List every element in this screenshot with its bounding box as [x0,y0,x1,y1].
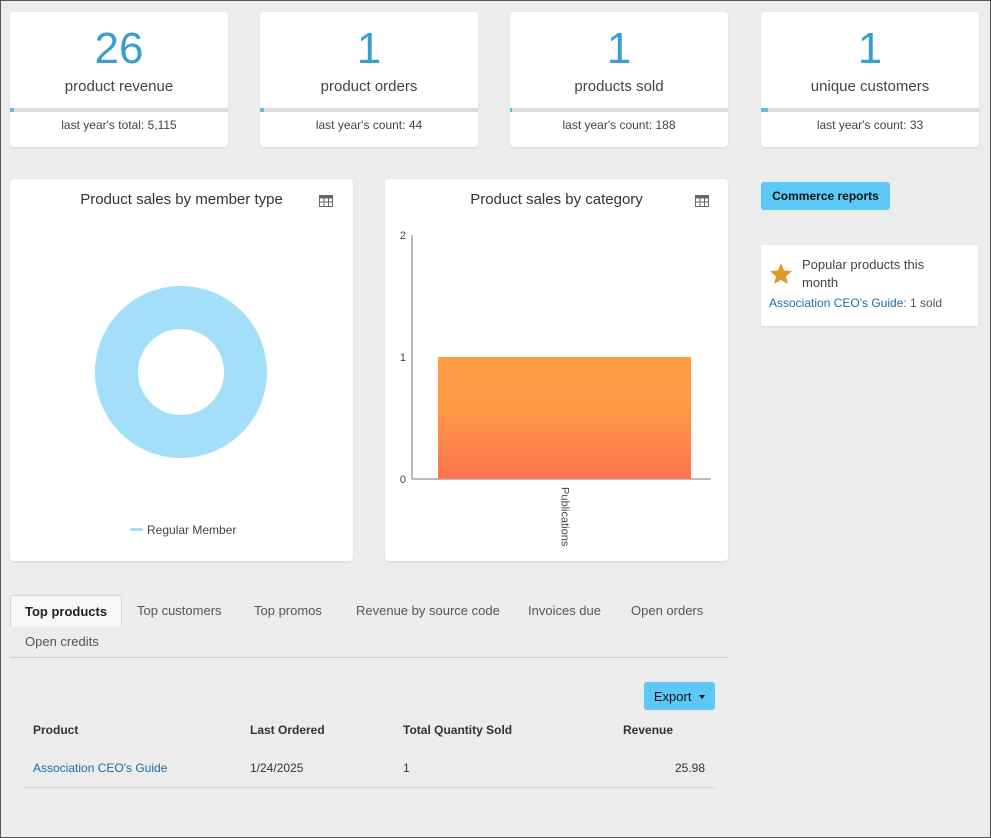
y-tick-label: 0 [400,474,406,486]
popular-product-link[interactable]: Association CEO's Guide [769,296,904,310]
stat-subtext: last year's count: 44 [315,118,423,132]
tab-top-products[interactable]: Top products [10,595,123,627]
stat-label: product orders [320,78,418,95]
column-header-total-quantity-sold[interactable]: Total Quantity Sold [403,723,513,737]
stat-card-product-orders: 1 product orders last year's count: 44 [260,12,478,147]
category-chart-card: Product sales by category 0 1 2 Publication… [385,179,728,561]
tab-open-orders[interactable]: Open orders [631,603,704,618]
stat-progress-bar [260,108,478,112]
stat-card-product-revenue: 26 product revenue last year's total: 5,… [10,12,228,147]
popular-product-line: Association CEO's Guide: 1 sold [769,296,942,310]
donut-chart: Regular Member [94,286,267,537]
table-icon[interactable] [695,195,709,207]
legend-label[interactable]: Regular Member [147,523,236,537]
bar-publications[interactable] [438,357,691,479]
popular-product-sold: : 1 sold [903,296,943,310]
stat-progress-bar [761,108,979,112]
column-header-product[interactable]: Product [33,723,79,737]
stat-card-products-sold: 1 products sold last year's count: 188 [510,12,728,147]
stat-progress-bar [10,108,228,112]
tab-top-customers[interactable]: Top customers [137,603,222,618]
stat-value: 1 [857,24,883,73]
bar-chart: 0 1 2 Publications [400,230,711,547]
stat-card-unique-customers: 1 unique customers last year's count: 33 [761,12,979,147]
export-button[interactable]: Export [644,682,715,710]
y-tick-label: 1 [400,352,406,364]
x-tick-label: Publications [559,487,571,547]
chart-title: Product sales by member type [80,191,283,208]
table-icon[interactable] [319,195,333,207]
popular-products-title: Popular products this month [802,257,925,290]
tab-top-promos[interactable]: Top promos [254,603,322,618]
column-header-last-ordered[interactable]: Last Ordered [250,723,325,737]
caret-down-icon [699,695,706,700]
stat-subtext: last year's count: 33 [816,118,924,132]
legend-swatch [130,528,143,531]
tab-revenue-by-source-code[interactable]: Revenue by source code [356,603,500,618]
stat-progress-bar [510,108,728,112]
revenue-cell: 25.98 [674,761,705,775]
stat-label: unique customers [810,78,930,95]
stat-value: 1 [356,24,382,73]
stat-subtext: last year's count: 188 [562,118,676,132]
export-label: Export [653,688,692,704]
product-link[interactable]: Association CEO's Guide [33,761,168,775]
y-tick-label: 2 [400,230,406,242]
member-type-chart-card: Product sales by member type Regular Mem… [10,179,353,561]
report-tabs: Top products Top customers Top promos Re… [10,595,727,658]
last-ordered-cell: 1/24/2025 [250,761,304,775]
column-header-revenue[interactable]: Revenue [623,723,674,737]
stat-label: product revenue [64,78,174,95]
stat-subtext: last year's total: 5,115 [61,118,177,132]
stat-label: products sold [574,78,664,95]
popular-products-card: Popular products this month Association … [761,245,978,326]
chart-title: Product sales by category [470,191,643,208]
stat-value: 1 [606,24,632,73]
quantity-cell: 1 [403,761,410,775]
stat-value: 26 [94,24,144,73]
tab-invoices-due[interactable]: Invoices due [528,603,601,618]
tab-open-credits[interactable]: Open credits [25,634,99,649]
star-icon [770,263,792,284]
table-row-divider [23,787,715,788]
donut-slice[interactable] [94,286,267,458]
commerce-reports-button[interactable]: Commerce reports [761,182,890,210]
